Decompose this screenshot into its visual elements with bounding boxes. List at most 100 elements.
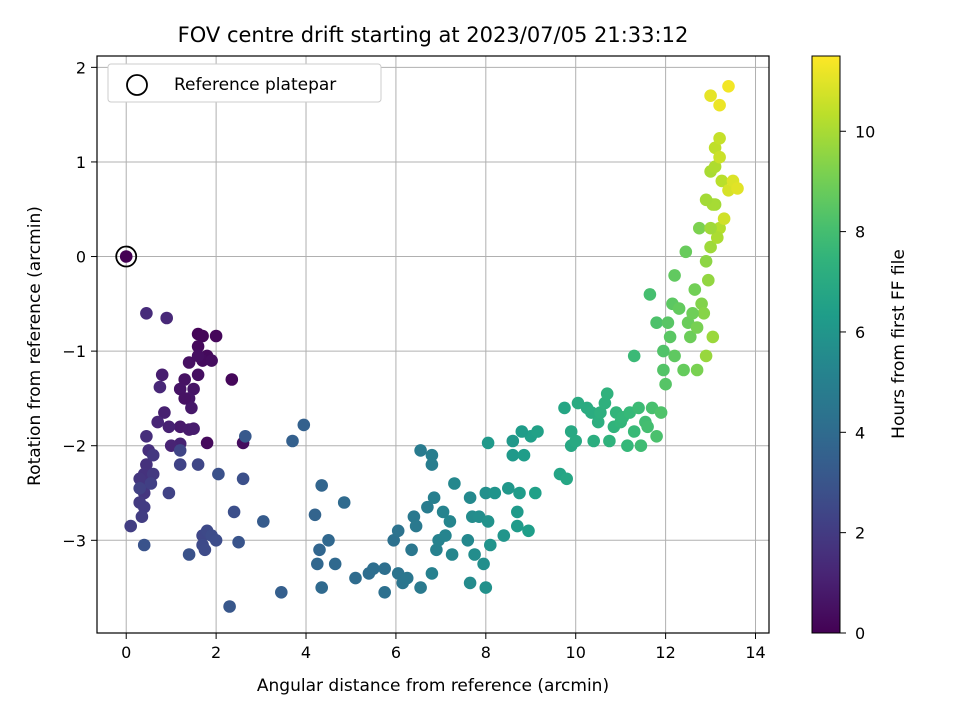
data-point <box>690 321 704 334</box>
x-axis-label: Angular distance from reference (arcmin) <box>257 676 609 696</box>
data-point <box>654 406 668 419</box>
data-point <box>711 231 724 244</box>
data-point <box>160 311 173 325</box>
data-points <box>119 80 744 613</box>
x-tick-label: 4 <box>301 643 311 662</box>
data-point <box>511 519 524 533</box>
data-point <box>198 543 212 557</box>
data-point <box>650 430 663 443</box>
data-point <box>178 373 191 386</box>
data-point <box>425 448 439 462</box>
data-point <box>133 472 146 486</box>
data-point <box>699 193 713 207</box>
data-point <box>187 382 200 396</box>
data-point <box>367 562 380 575</box>
data-point <box>328 557 342 571</box>
data-point <box>497 529 511 542</box>
data-point <box>488 486 502 500</box>
data-point <box>155 368 169 382</box>
data-point <box>468 548 481 561</box>
data-point <box>686 307 699 320</box>
colorbar-tick-label: 8 <box>855 223 865 242</box>
data-point <box>598 396 612 410</box>
y-axis-label: Rotation from reference (arcmin) <box>25 206 45 486</box>
data-point <box>522 524 535 538</box>
data-point <box>558 401 571 415</box>
data-point <box>153 380 167 394</box>
data-point <box>632 401 645 415</box>
data-point <box>391 524 405 538</box>
data-point <box>133 482 146 495</box>
data-point <box>225 373 239 386</box>
data-point <box>151 415 164 429</box>
data-point <box>621 439 634 453</box>
legend-marker-reference <box>126 74 148 96</box>
data-point <box>731 182 744 195</box>
chart-title: FOV centre drift starting at 2023/07/05 … <box>178 23 689 47</box>
legend-box <box>107 63 382 103</box>
data-point <box>679 245 693 259</box>
data-point <box>663 330 677 344</box>
data-point <box>715 174 729 188</box>
data-point <box>275 586 288 599</box>
colorbar-tick-label: 0 <box>855 624 865 643</box>
data-point <box>162 486 176 500</box>
data-point <box>439 529 452 542</box>
data-point <box>713 132 726 145</box>
y-tick-label: −1 <box>62 342 86 361</box>
data-point <box>445 548 459 561</box>
data-point <box>409 519 423 533</box>
data-point <box>672 302 686 315</box>
reference-platepar-marker <box>115 245 138 268</box>
colorbar-tick-label: 2 <box>855 524 865 543</box>
data-point <box>196 329 209 343</box>
data-point <box>378 562 392 575</box>
data-point <box>697 307 711 320</box>
data-point <box>140 307 153 320</box>
data-point <box>634 439 648 453</box>
data-point <box>400 571 414 585</box>
data-point <box>706 330 720 344</box>
data-point <box>506 434 520 448</box>
data-point <box>209 534 223 547</box>
data-point <box>140 430 153 443</box>
data-point <box>708 141 722 155</box>
data-point <box>140 458 153 471</box>
data-point <box>657 363 670 377</box>
colorbar-label: Hours from first FF file <box>889 249 909 439</box>
data-point <box>425 567 439 580</box>
data-point <box>239 430 252 443</box>
data-point <box>286 434 299 448</box>
data-point <box>477 557 490 571</box>
data-point <box>191 368 205 382</box>
data-point <box>313 543 326 557</box>
data-point <box>627 425 641 438</box>
data-point <box>337 496 351 509</box>
data-point <box>144 477 158 490</box>
data-point <box>378 586 392 599</box>
data-point <box>191 340 205 353</box>
x-tick-label: 2 <box>211 643 221 662</box>
data-point <box>713 98 726 112</box>
data-point <box>182 356 196 369</box>
data-point <box>158 406 171 419</box>
x-tick-label: 14 <box>745 643 765 662</box>
data-point <box>119 250 133 263</box>
data-point <box>205 354 218 367</box>
x-tick-label: 12 <box>655 643 675 662</box>
data-point <box>209 329 223 343</box>
data-point <box>600 387 614 401</box>
legend-label-reference: Reference platepar <box>174 75 336 95</box>
data-point <box>668 349 681 363</box>
data-point <box>684 330 697 344</box>
data-point <box>173 444 187 457</box>
data-point <box>704 89 717 102</box>
data-point <box>627 349 641 363</box>
x-tick-label: 8 <box>481 643 491 662</box>
data-point <box>407 510 421 523</box>
plot-frame <box>96 55 770 634</box>
data-point <box>322 534 335 547</box>
data-point <box>227 505 241 519</box>
